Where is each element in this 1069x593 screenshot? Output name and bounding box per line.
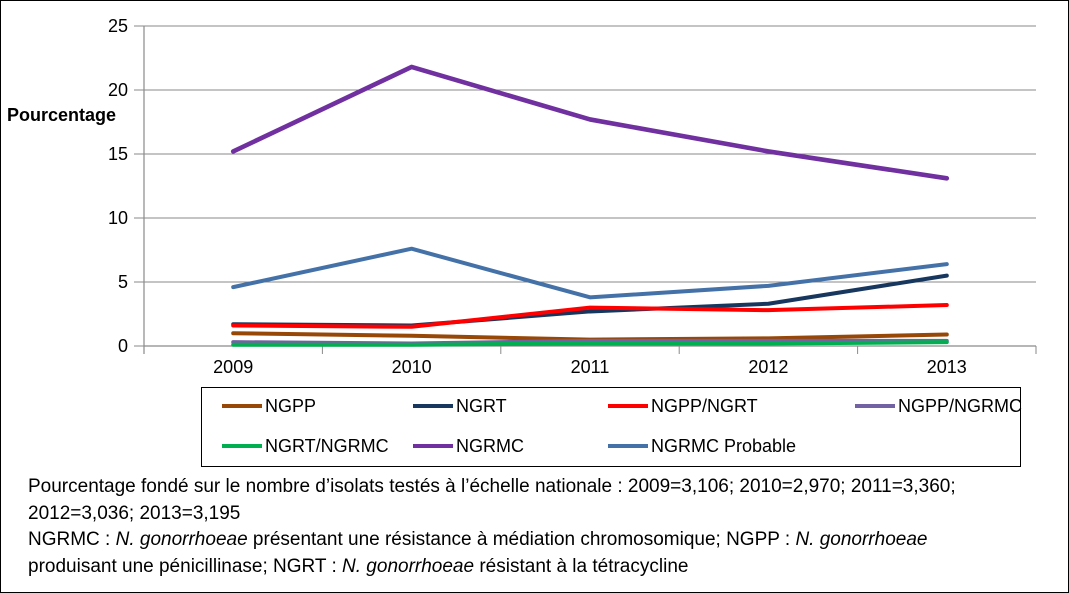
legend-label: NGRMC <box>456 435 524 456</box>
legend-item-ngpp-ngrt: NGPP/NGRT <box>608 394 758 418</box>
footnote-line-2: 2012=3,036; 2013=3,195 <box>28 502 241 524</box>
series-line-ngpp <box>231 331 949 342</box>
legend: NGPP NGRT NGPP/NGRT NGPP/NGRMC NGRT/NGRM… <box>201 387 1022 467</box>
legend-label: NGRT/NGRMC <box>265 435 389 456</box>
legend-label: NGPP <box>265 395 317 416</box>
legend-swatch-ngrmc-probable <box>608 443 648 449</box>
legend-label: NGRT <box>456 395 507 416</box>
legend-label: NGPP/NGRMC <box>898 395 1023 416</box>
legend-swatch-ngrt-ngrmc <box>222 443 262 449</box>
legend-item-ngrt: NGRT <box>413 394 507 418</box>
legend-swatch-ngpp <box>222 403 262 409</box>
y-tick-label: 25 <box>108 16 128 36</box>
footnote-line-1: Pourcentage fondé sur le nombre d’isolat… <box>28 476 956 497</box>
legend-swatch-ngrt <box>413 403 453 409</box>
legend-label: NGRMC Probable <box>651 435 797 456</box>
series-line-ngrmc-probable <box>231 246 949 300</box>
footnote-line-3: NGRMC : N. gonorrhoeae présentant une ré… <box>28 529 928 550</box>
legend-item-ngrmc-probable: NGRMC Probable <box>608 434 796 458</box>
line-chart-plot: 0 5 10 15 20 25 2009 2010 2011 2012 2013 <box>108 16 1037 377</box>
legend-swatch-ngpp-ngrt <box>608 403 648 409</box>
legend-item-ngrmc: NGRMC <box>413 434 524 458</box>
legend-swatch-ngpp-ngrmc <box>855 403 895 409</box>
series-line-ngrt <box>231 273 949 328</box>
y-tick-label: 5 <box>118 272 128 292</box>
footnote-line-4: produisant une pénicillinase; NGRT : N. … <box>28 555 689 577</box>
legend-item-ngrt-ngrmc: NGRT/NGRMC <box>222 434 389 458</box>
legend-swatch-ngrmc <box>413 443 453 449</box>
legend-label: NGPP/NGRT <box>651 395 758 416</box>
y-tick-label: 10 <box>108 208 128 228</box>
y-tick-label: 0 <box>118 336 128 356</box>
x-tick-label: 2010 <box>392 357 432 377</box>
legend-item-ngpp-ngrmc: NGPP/NGRMC <box>855 394 1022 418</box>
x-tick-label: 2009 <box>213 357 253 377</box>
series-line-ngrmc <box>230 64 950 181</box>
y-tick-label: 15 <box>108 144 128 164</box>
series-line-ngrt-ngrmc <box>231 340 949 347</box>
y-axis-title: Pourcentage <box>7 105 117 125</box>
y-tick-label: 20 <box>108 80 128 100</box>
x-tick-label: 2012 <box>748 357 788 377</box>
x-tick-label: 2011 <box>571 357 610 377</box>
footnote: Pourcentage fondé sur le nombre d’isolat… <box>28 474 1058 580</box>
series-line-ngpp-ngrt <box>231 303 949 329</box>
x-tick-label: 2013 <box>927 357 967 377</box>
legend-item-ngpp: NGPP <box>222 394 316 418</box>
